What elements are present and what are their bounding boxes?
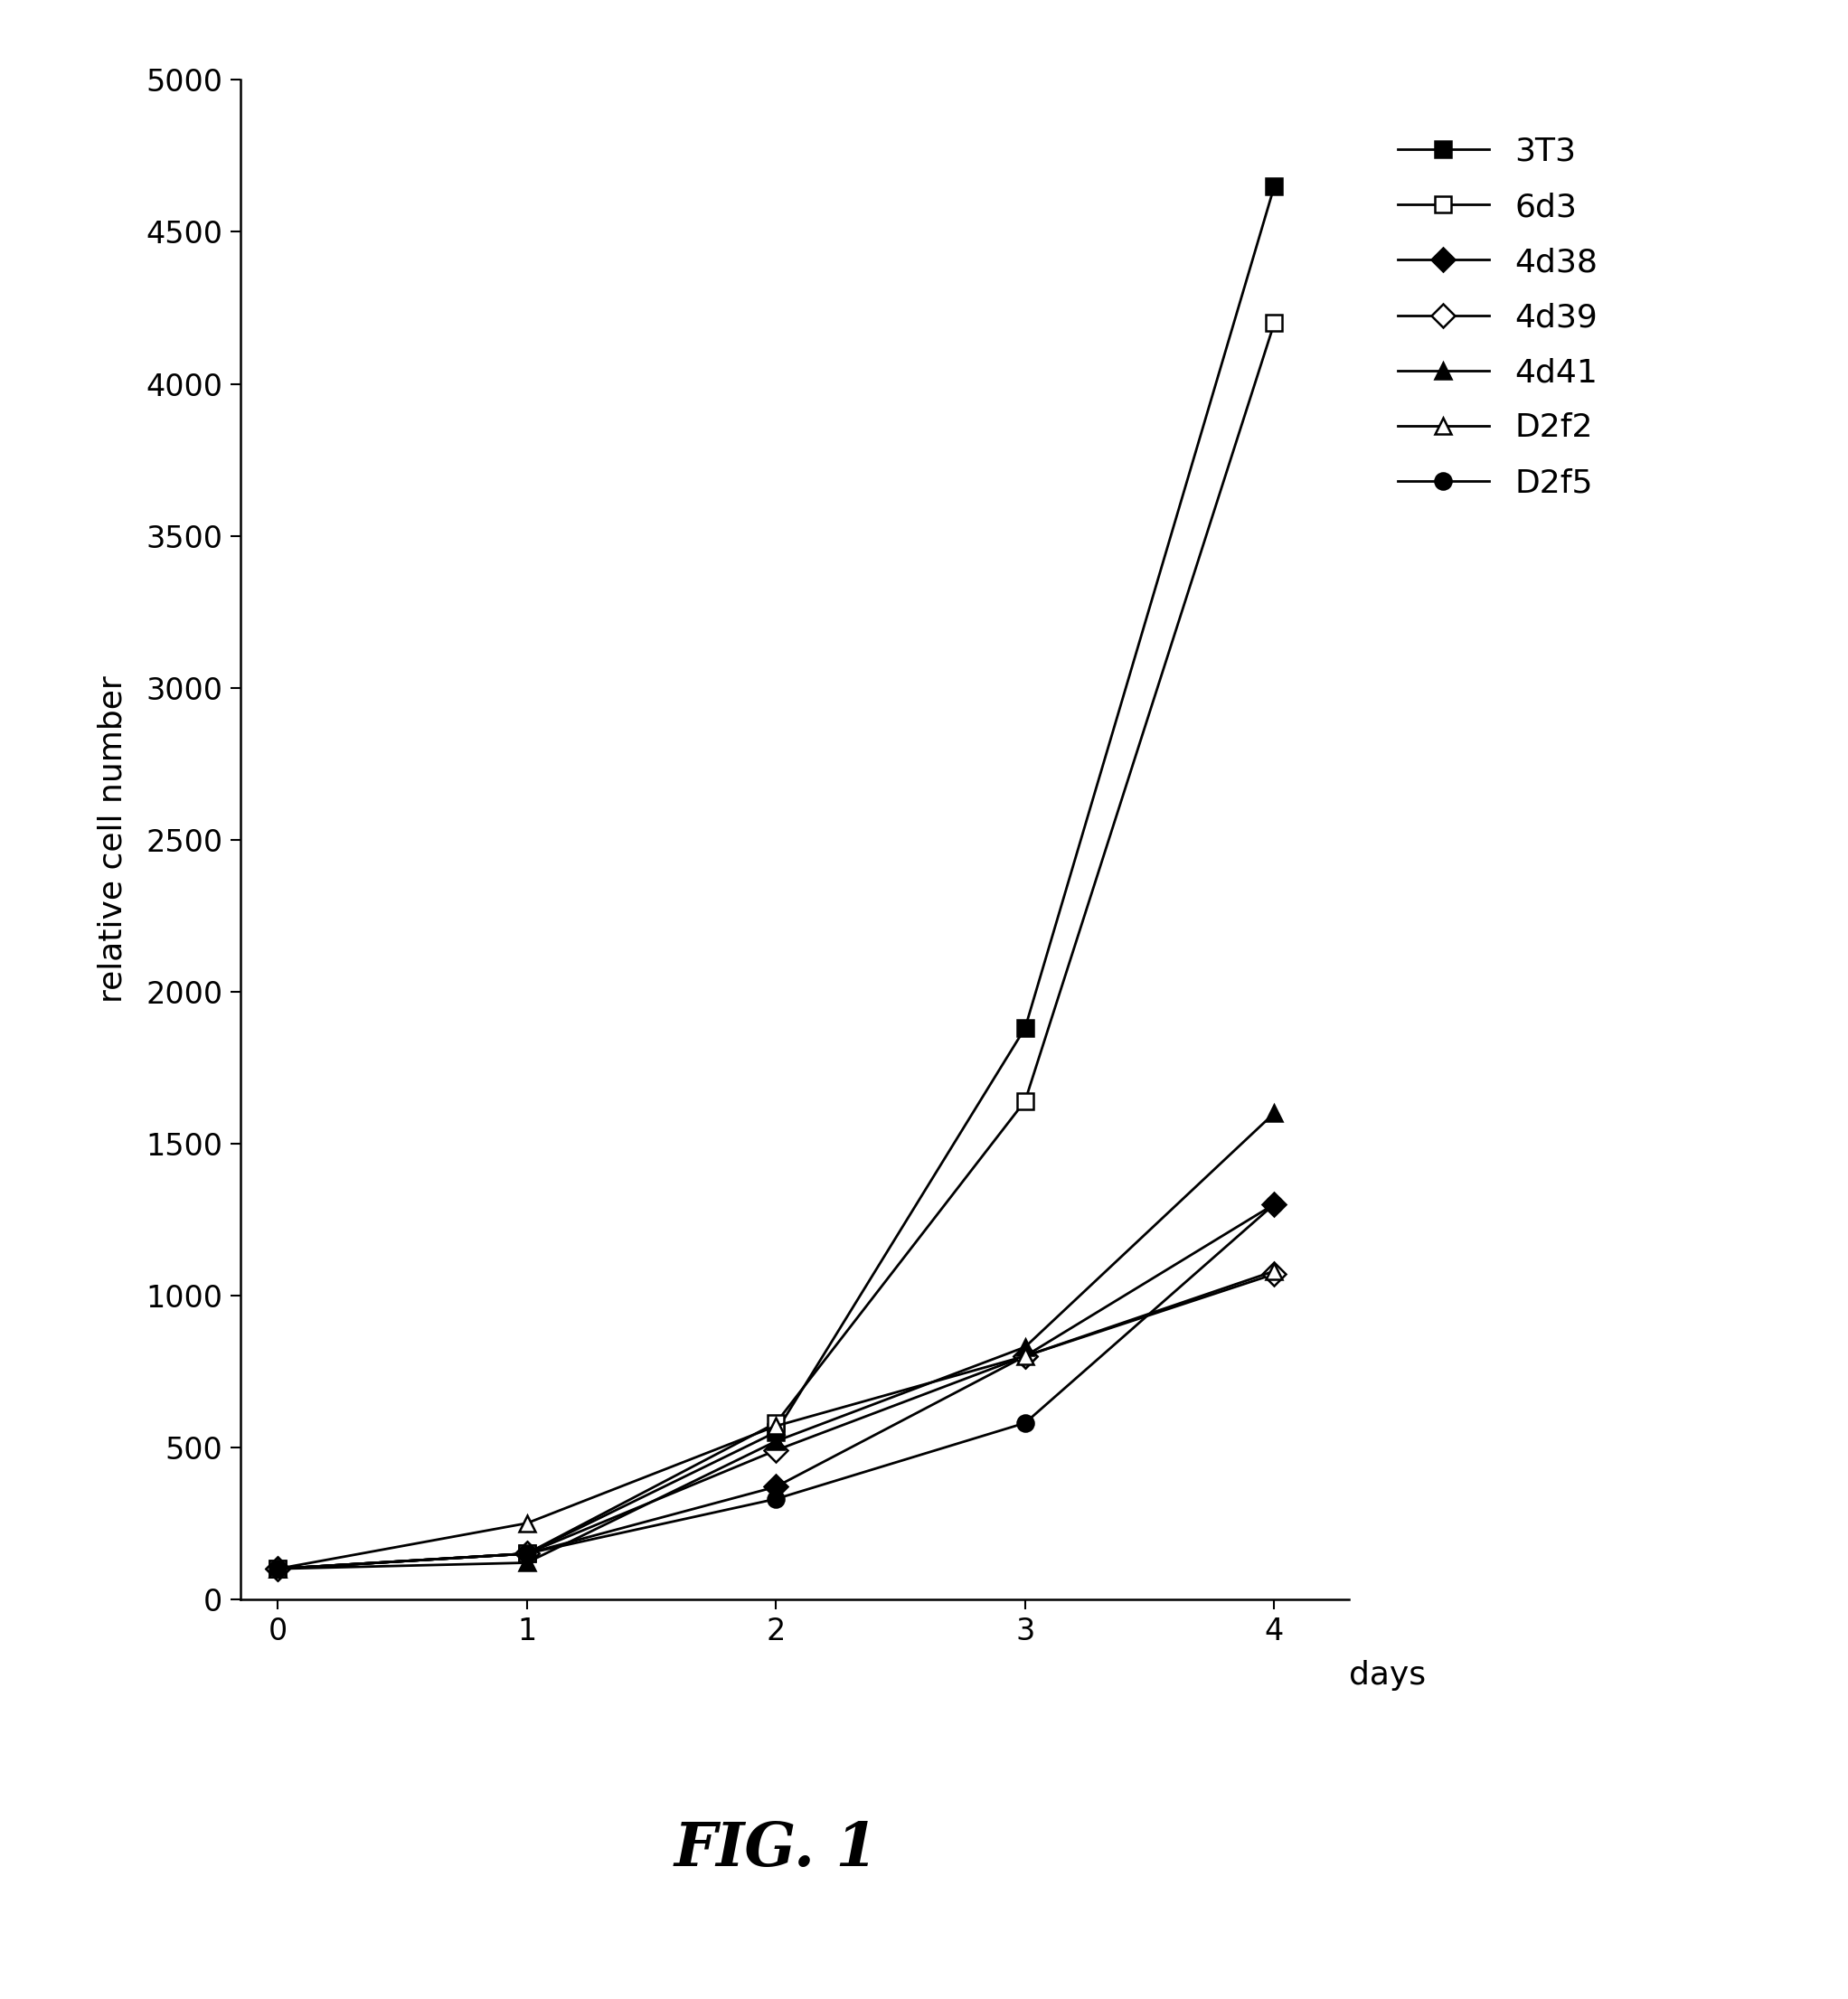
- 3T3: [1015, 1015, 1037, 1039]
- 6d3: [765, 1411, 787, 1435]
- 4d39: [1264, 1261, 1286, 1285]
- D2f5: [266, 1557, 288, 1581]
- 6d3: [1264, 312, 1286, 336]
- 4d39: [266, 1557, 288, 1581]
- Text: FIG. 1: FIG. 1: [675, 1819, 878, 1879]
- 4d38: [1015, 1343, 1037, 1367]
- D2f2: [1264, 1259, 1286, 1283]
- 4d41: [1015, 1335, 1037, 1359]
- Line: D2f2: D2f2: [270, 1263, 1283, 1577]
- 4d41: [1264, 1101, 1286, 1125]
- 4d39: [1015, 1343, 1037, 1367]
- D2f2: [1015, 1343, 1037, 1367]
- Text: days: days: [1349, 1659, 1427, 1691]
- 3T3: [765, 1419, 787, 1443]
- Line: 4d39: 4d39: [270, 1265, 1283, 1577]
- D2f2: [765, 1413, 787, 1437]
- D2f2: [266, 1557, 288, 1581]
- D2f5: [1015, 1411, 1037, 1435]
- 4d38: [765, 1475, 787, 1499]
- 6d3: [516, 1541, 538, 1565]
- 3T3: [266, 1557, 288, 1581]
- Line: 6d3: 6d3: [270, 316, 1283, 1577]
- 3T3: [516, 1541, 538, 1565]
- 6d3: [1015, 1089, 1037, 1113]
- Line: 4d41: 4d41: [270, 1105, 1283, 1577]
- 6d3: [266, 1557, 288, 1581]
- Legend: 3T3, 6d3, 4d38, 4d39, 4d41, D2f2, D2f5: 3T3, 6d3, 4d38, 4d39, 4d41, D2f2, D2f5: [1388, 126, 1608, 508]
- D2f5: [516, 1541, 538, 1565]
- Line: 4d38: 4d38: [270, 1195, 1283, 1577]
- 4d38: [1264, 1191, 1286, 1215]
- 4d39: [516, 1541, 538, 1565]
- 4d38: [516, 1541, 538, 1565]
- 4d41: [765, 1429, 787, 1453]
- Y-axis label: relative cell number: relative cell number: [98, 676, 128, 1003]
- 4d41: [516, 1551, 538, 1575]
- Line: 3T3: 3T3: [270, 178, 1283, 1577]
- D2f2: [516, 1511, 538, 1535]
- 4d38: [266, 1557, 288, 1581]
- 3T3: [1264, 174, 1286, 198]
- D2f5: [765, 1487, 787, 1511]
- D2f5: [1264, 1191, 1286, 1215]
- 4d41: [266, 1557, 288, 1581]
- 4d39: [765, 1439, 787, 1463]
- Line: D2f5: D2f5: [270, 1195, 1283, 1577]
